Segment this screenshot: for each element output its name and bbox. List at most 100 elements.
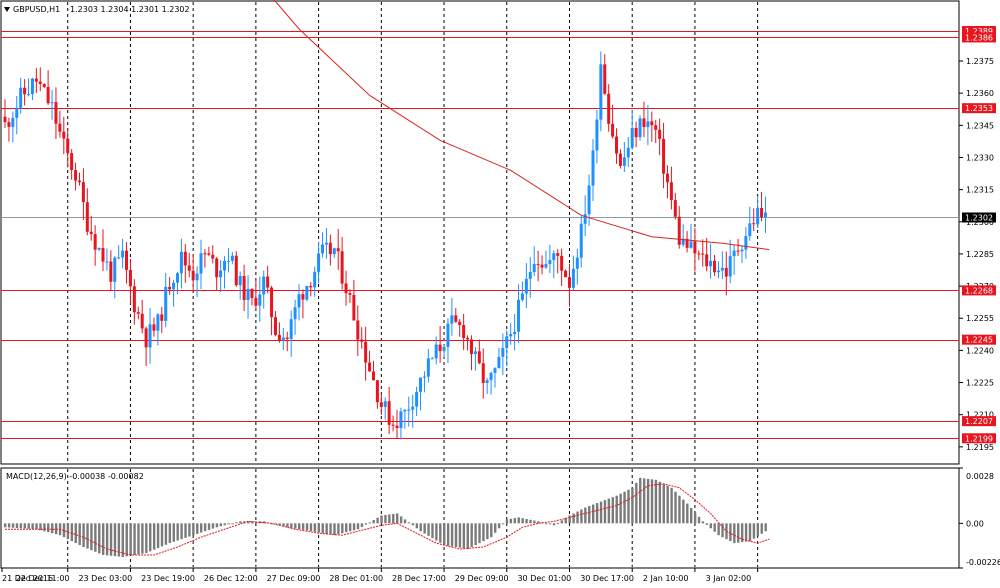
macd-bar [396, 513, 399, 524]
candle-body [650, 121, 654, 126]
macd-bar [701, 521, 705, 524]
candle-body [336, 248, 340, 252]
candle-body [242, 276, 246, 300]
candle-body [62, 131, 66, 139]
macd-bar [427, 523, 430, 536]
candle-body [258, 294, 262, 306]
candle-body [520, 293, 524, 300]
candle-body [442, 346, 446, 352]
macd-bar [760, 523, 763, 534]
macd-bar [223, 523, 226, 526]
macd-bar [458, 523, 462, 548]
candle-body [58, 123, 62, 132]
candle-body [360, 339, 364, 342]
macd-bar [737, 523, 740, 543]
macd-bar [203, 523, 207, 532]
candle-body [638, 118, 642, 138]
candle-body [97, 247, 101, 250]
macd-bar [70, 523, 74, 542]
macd-bar [639, 477, 642, 524]
chart-quote: 1.2303 1.2304 1.2301 1.2302 [70, 5, 190, 14]
candle-body [324, 242, 328, 245]
macd-bar [627, 489, 630, 524]
candle-body [462, 325, 466, 338]
candle-body [379, 402, 383, 407]
candle-body [132, 286, 136, 313]
candle-body [301, 294, 305, 300]
macd-bar [529, 519, 532, 524]
macd-bar [345, 523, 348, 533]
price-tick-label: 1.2345 [966, 121, 994, 130]
candle-body [164, 286, 168, 321]
macd-bar [164, 523, 168, 545]
macd-bar [290, 523, 293, 528]
time-label: 26 Dec 12:00 [204, 574, 258, 583]
candle-body [485, 380, 489, 383]
price-tick-label: 1.2255 [966, 314, 994, 323]
macd-bar [384, 514, 387, 524]
candle-body [724, 267, 728, 277]
candle-body [528, 272, 532, 279]
time-label: 30 Dec 01:00 [517, 574, 571, 583]
candle-body [697, 253, 701, 255]
time-label: 29 Dec 09:00 [455, 574, 509, 583]
macd-bar [674, 491, 677, 524]
macd-bar [360, 523, 364, 527]
candle-body [422, 376, 426, 378]
price-tick-label: 1.2375 [966, 57, 994, 66]
collapse-arrow-icon[interactable] [4, 7, 10, 12]
candle-body [277, 334, 281, 341]
macd-bar [341, 523, 344, 534]
macd-bar [717, 523, 720, 536]
candle-body [136, 312, 140, 314]
candle-body [618, 153, 622, 166]
candle-body [469, 339, 473, 354]
macd-bar [592, 504, 595, 524]
candle-body [375, 380, 379, 403]
price-tick-label: 1.2210 [966, 411, 994, 420]
price-tag [962, 433, 996, 444]
macd-bar [82, 523, 85, 548]
candle-body [364, 341, 368, 363]
macd-bar [109, 523, 113, 556]
price-tick-label: 1.2240 [966, 346, 994, 355]
moving-average [273, 0, 770, 251]
macd-bar [172, 523, 175, 542]
candle-body [109, 261, 113, 282]
macd-bar [415, 523, 418, 529]
candle-body [140, 313, 144, 329]
candle-body [305, 285, 309, 300]
macd-bar [78, 523, 81, 546]
candle-body [128, 269, 132, 287]
price-tag-label: 1.2389 [965, 27, 993, 36]
candle-body [603, 64, 607, 94]
candle-body [179, 251, 183, 274]
candle-body [403, 409, 407, 412]
candle-body [685, 238, 689, 248]
macd-bar [211, 523, 215, 529]
candle-body [15, 107, 19, 118]
macd-bar [478, 523, 481, 544]
macd-bar [399, 516, 403, 524]
macd-bar [450, 523, 454, 547]
candle-body [387, 401, 391, 425]
macd-bar [658, 481, 662, 524]
candle-body [383, 401, 387, 407]
macd-bar [348, 523, 352, 532]
macd-bar [380, 515, 383, 524]
price-tag-label: 1.2268 [965, 286, 993, 295]
macd-bar [462, 523, 466, 549]
macd-bar [15, 523, 19, 529]
candle-body [223, 260, 227, 271]
macd-bar [133, 523, 136, 555]
candle-body [246, 288, 250, 300]
candle-body [309, 285, 313, 288]
candles [3, 51, 767, 440]
macd-bar [564, 517, 567, 524]
macd-bar [670, 487, 673, 524]
candle-body [415, 391, 419, 407]
candle-body [273, 317, 277, 335]
candle-body [689, 241, 693, 248]
candle-body [665, 173, 669, 183]
